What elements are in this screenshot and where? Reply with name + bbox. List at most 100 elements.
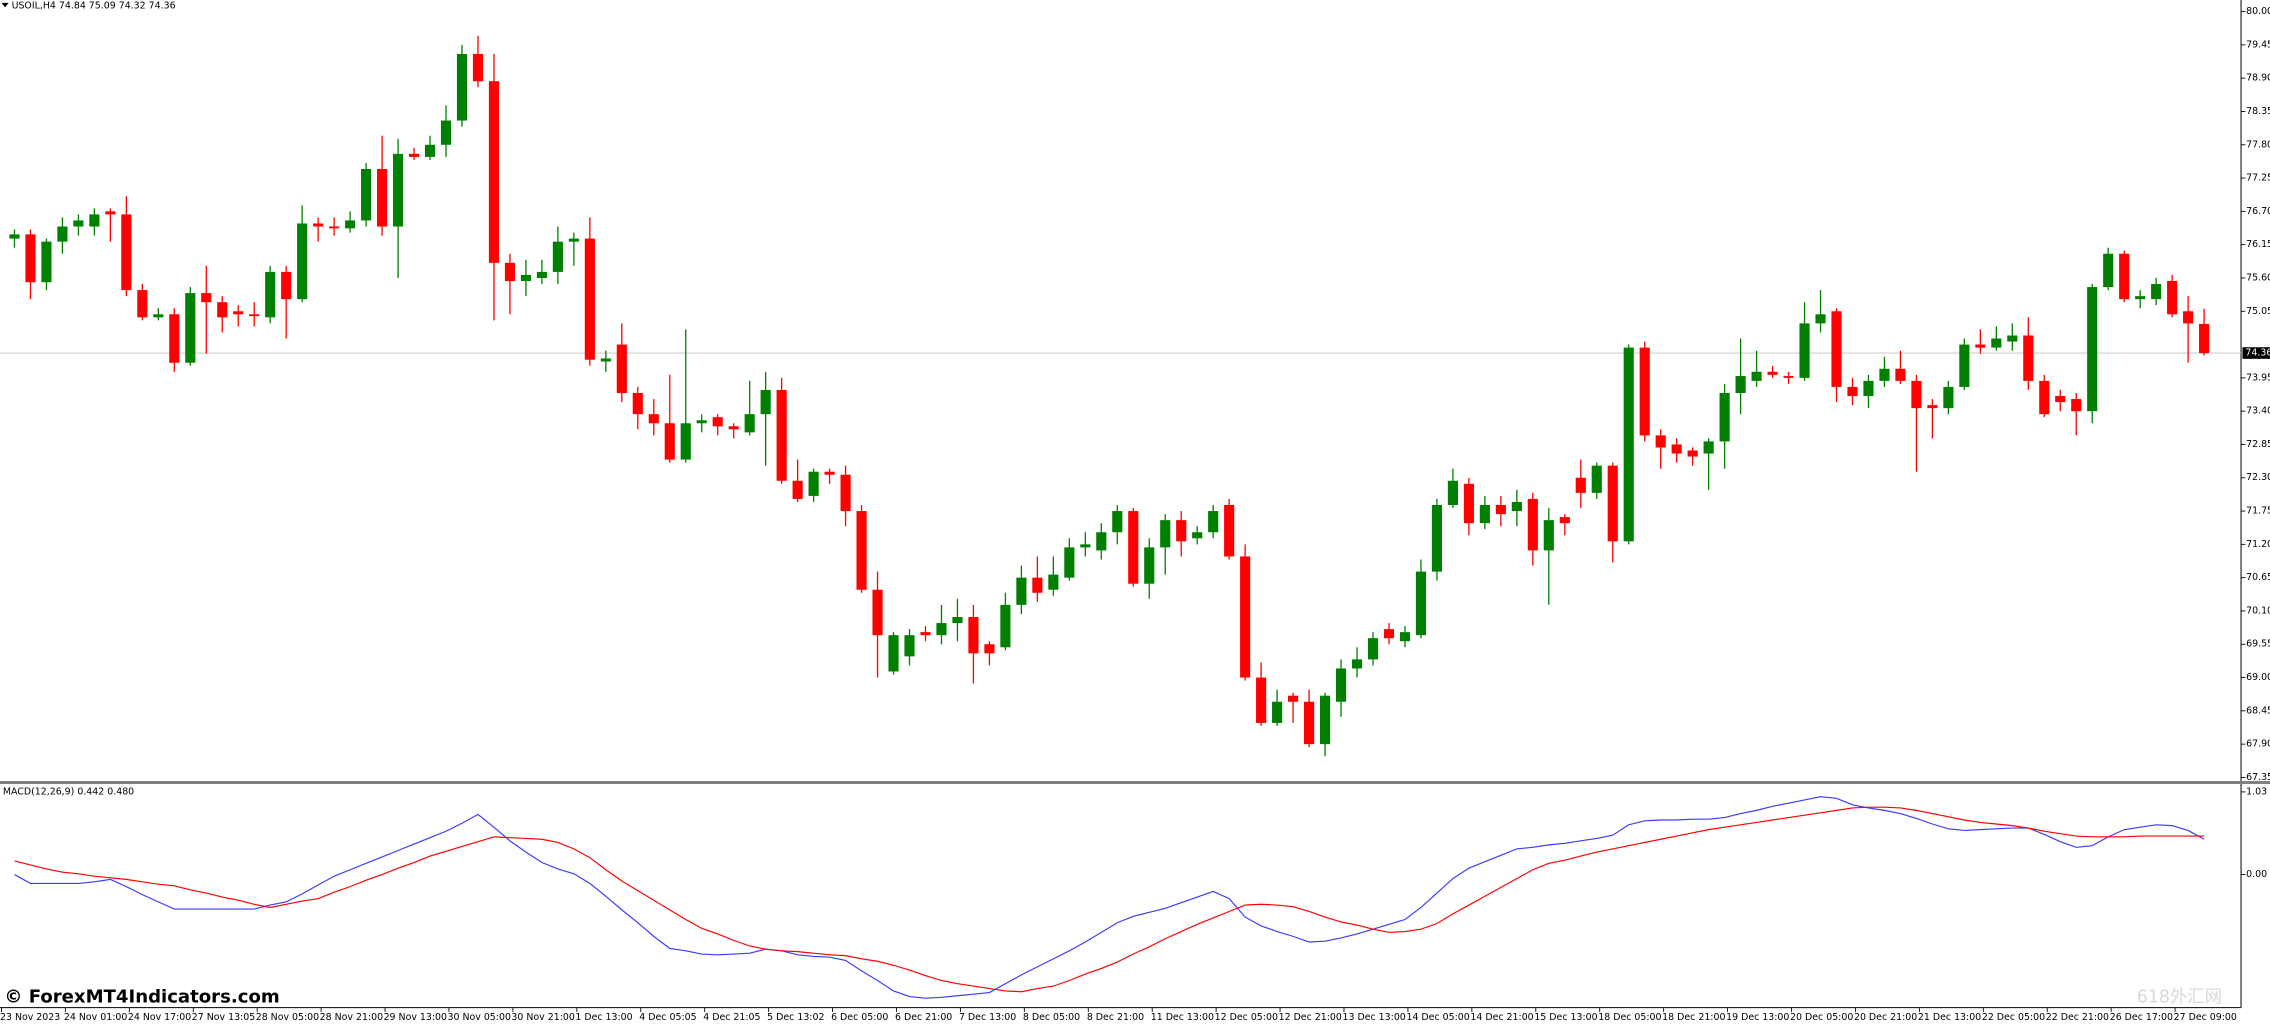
y-tick-label: 69.00 (2246, 672, 2270, 683)
y-tick-label: 76.15 (2246, 239, 2270, 250)
candle-body (1272, 701, 1283, 723)
candle-body (1831, 311, 1842, 387)
x-tick-label: 14 Dec 21:00 (1470, 1012, 1533, 1023)
candle-body (2135, 296, 2146, 300)
x-tick-label: 8 Dec 05:00 (1023, 1012, 1080, 1023)
menu-arrow[interactable] (1, 2, 9, 8)
candle-body (1304, 701, 1315, 745)
candle-body (1767, 371, 1778, 375)
candle-body (1559, 517, 1570, 524)
candle-body (1176, 520, 1187, 542)
candle-body (1943, 386, 1954, 409)
candle-body (1096, 532, 1107, 551)
y-tick-label: 67.90 (2246, 739, 2270, 750)
x-tick-label: 5 Dec 13:02 (767, 1012, 824, 1023)
x-tick-label: 7 Dec 13:00 (959, 1012, 1016, 1023)
y-tick-label: 70.65 (2246, 572, 2270, 583)
candle-body (1751, 371, 1762, 381)
candle-body (1527, 498, 1538, 551)
candle-body (504, 262, 516, 281)
candle-body (1256, 677, 1267, 723)
candle-body (1160, 520, 1171, 548)
candle-body (1863, 380, 1874, 397)
candle-body (2039, 380, 2050, 415)
candle-body (1144, 547, 1155, 584)
candle-body (1799, 323, 1810, 378)
candle-body (121, 214, 132, 291)
candle-body (361, 168, 372, 221)
y-tick-label: 77.25 (2246, 173, 2270, 184)
candle-body (776, 389, 787, 481)
y-tick-label: 72.85 (2246, 439, 2270, 450)
candle-body (1399, 632, 1411, 642)
candle-body (1607, 465, 1618, 542)
candle-body (824, 471, 835, 475)
candle-body (2087, 287, 2098, 412)
candle-body (265, 271, 276, 318)
candle-body (73, 220, 84, 227)
candle-body (440, 120, 452, 145)
candle-body (2119, 253, 2130, 300)
chart-title: USOIL,H4 74.84 75.09 74.32 74.36 (12, 0, 176, 11)
candle-body (345, 220, 356, 229)
candle-body (57, 226, 68, 242)
candle-body (2055, 396, 2066, 403)
candle-body (664, 423, 675, 460)
x-tick-label: 4 Dec 21:05 (703, 1012, 760, 1023)
y-tick-label: 70.10 (2246, 605, 2270, 616)
candle-body (1016, 577, 1027, 605)
candle-body (792, 480, 803, 499)
candle-body (1511, 501, 1522, 512)
candle-body (1224, 504, 1235, 557)
candle-body (153, 314, 164, 318)
candle-body (185, 293, 196, 363)
candle-body (1367, 638, 1379, 660)
x-tick-label: 20 Dec 21:00 (1854, 1012, 1917, 1023)
candle-body (680, 423, 691, 460)
candle-body (408, 153, 420, 157)
candle-body (2183, 311, 2194, 324)
candle-body (856, 511, 867, 590)
candle-body (536, 271, 547, 278)
current-price-label: 74.36 (2245, 348, 2270, 359)
candle-body (728, 426, 739, 430)
candle-body (616, 344, 627, 393)
x-tick-label: 24 Nov 17:00 (128, 1012, 191, 1023)
candle-body (1975, 344, 1986, 348)
current-price-box (2242, 347, 2270, 359)
y-tick-label: 71.75 (2246, 506, 2270, 517)
x-tick-label: 28 Nov 21:00 (320, 1012, 383, 1023)
candle-body (392, 153, 404, 227)
candle-body (1463, 483, 1474, 524)
x-tick-label: 12 Dec 21:00 (1279, 1012, 1342, 1023)
x-tick-label: 15 Dec 13:00 (1534, 1012, 1597, 1023)
candle-body (249, 314, 260, 317)
y-tick-label: 72.30 (2246, 472, 2270, 483)
candle-body (1431, 504, 1443, 572)
x-tick-label: 30 Nov 21:00 (511, 1012, 574, 1023)
x-tick-label: 22 Dec 21:00 (2046, 1012, 2109, 1023)
x-tick-label: 24 Nov 01:00 (64, 1012, 127, 1023)
indicator-line (14, 806, 2205, 993)
candle-body (904, 635, 915, 657)
x-tick-label: 1 Dec 13:00 (575, 1012, 632, 1023)
y-tick-label: 76.70 (2246, 206, 2270, 217)
candle-body (488, 81, 500, 263)
candle-body (2007, 335, 2018, 342)
candle-body (1927, 405, 1938, 409)
candle-body (1048, 574, 1059, 590)
candle-body (936, 623, 947, 636)
candle-body (760, 389, 771, 415)
candle-body (2199, 323, 2210, 354)
y-tick-label: 79.45 (2246, 39, 2270, 50)
candle-body (696, 420, 707, 424)
y-tick-label: 69.55 (2246, 639, 2270, 650)
y-tick-label: 1.03 (2246, 786, 2267, 797)
x-tick-label: 13 Dec 13:00 (1343, 1012, 1406, 1023)
candle-body (377, 168, 388, 227)
x-tick-label: 14 Dec 05:00 (1406, 1012, 1469, 1023)
candle-body (840, 474, 851, 512)
candle-body (1815, 314, 1826, 324)
candle-body (41, 241, 52, 283)
